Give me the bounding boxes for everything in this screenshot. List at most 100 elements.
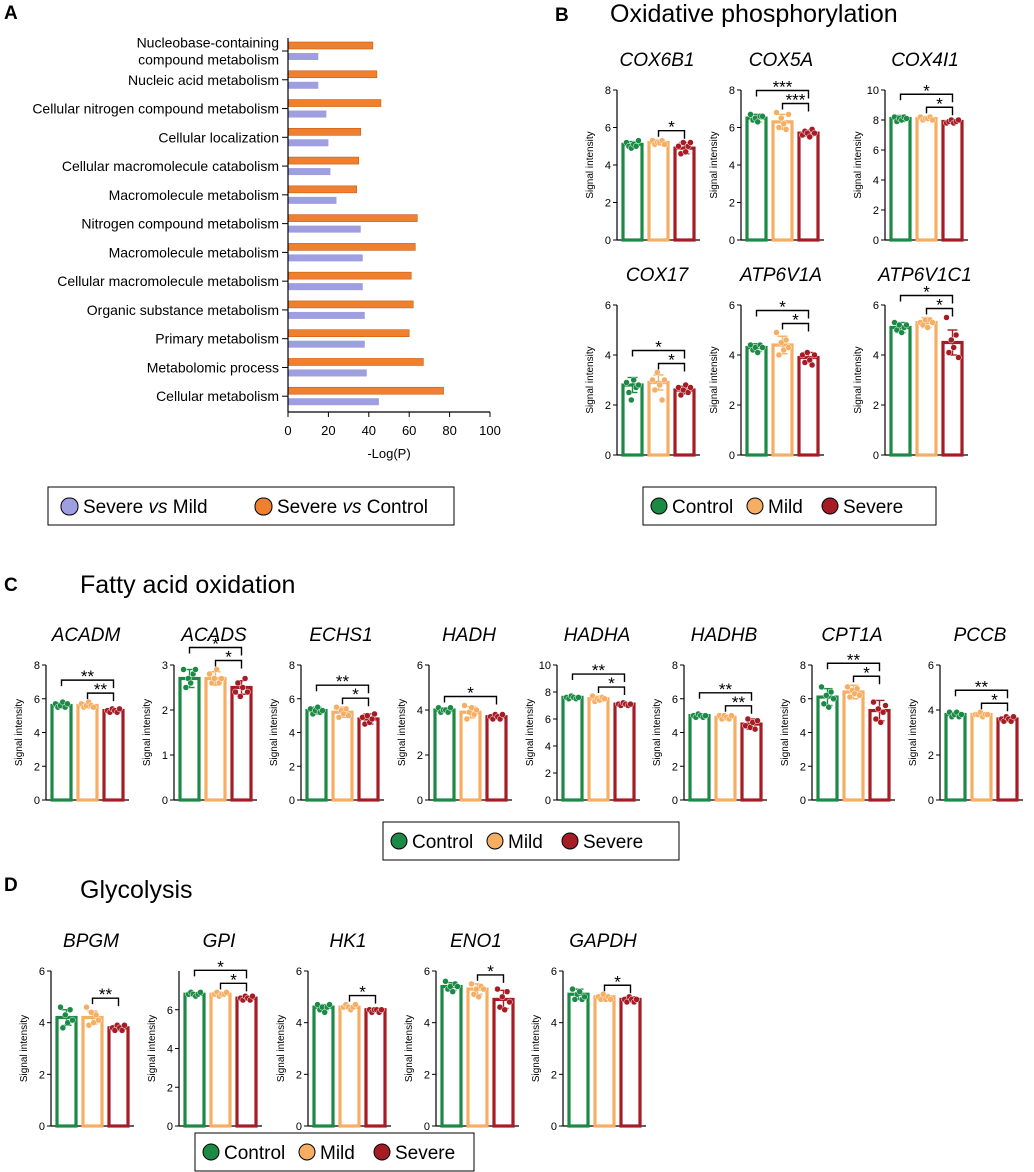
category-label-organic-substance-metabolism: Organic substance metabolism [87,302,279,318]
data-point [635,381,642,389]
data-point [1010,713,1017,720]
y-tick-label: 2 [545,768,551,780]
bar-severe-vs-mild-primary-metabolism [288,340,365,348]
y-tick-label: 0 [800,795,806,807]
data-point [759,113,766,120]
y-tick-label: 4 [296,1018,302,1030]
data-point [90,703,97,711]
bar-cox6b1-2 [673,146,696,242]
significance-label: ** [336,672,350,691]
y-axis-title: Signal intensity [585,131,596,198]
significance-label: * [655,338,662,357]
significance-label: * [225,648,232,667]
y-axis-title: Signal intensity [531,1015,542,1082]
bar-acads-0 [178,676,201,802]
data-point [882,702,889,709]
data-point [232,688,239,696]
bar-pccb-1 [970,712,993,802]
gene-title-cox4i1: COX4I1 [891,50,959,71]
significance-label: * [352,685,359,704]
legend-label-severe: Severe [583,832,643,853]
data-point [352,1001,359,1008]
y-tick-label: 2 [873,400,879,412]
y-tick-label: 0 [167,1121,173,1133]
significance-bracket [755,309,810,319]
significance-label: * [923,81,930,100]
data-point [633,996,640,1003]
category-label-nucleobase-containing-compound-metabolism: compound metabolism [138,52,279,68]
data-point [903,321,910,329]
bar-cox17-1 [647,380,670,457]
data-point [804,349,811,356]
legend-marker-mild [486,832,504,850]
significance-bracket [781,102,810,112]
data-point [903,115,910,122]
data-point [499,711,506,718]
bar-severe-vs-mild-cellular-macromolecule-catabolism [288,168,331,176]
chart-hk1: HK1 0 2 4 6 Signal intensity * [276,931,391,1133]
data-point [680,139,687,146]
data-point [454,983,461,990]
y-axis-title: Signal intensity [908,699,919,766]
significance-bracket [980,702,1009,712]
bar-severe-vs-control-nucleic-acid-metabolism [287,70,378,79]
chart-gpi: GPI 0 2 4 6 Signal intensity * * [147,931,262,1133]
significance-label: ** [94,680,108,699]
y-tick-label: 0 [424,1121,430,1133]
significance-bracket [954,689,1009,699]
significance-label: ** [81,667,95,686]
legend-box-b [642,486,937,526]
data-point [378,1006,385,1013]
legend-text-italic: vs [342,497,362,518]
data-point [820,700,828,708]
legend-text-italic: vs [148,497,168,518]
legend-box-a [47,486,455,526]
x-tick-label: 80 [442,423,456,438]
gene-title-hadhb: HADHB [691,625,758,646]
y-tick-label: 8 [873,115,879,127]
significance-label: * [608,674,615,693]
bar-hadha-0 [561,695,584,802]
y-tick-label: 0 [34,795,40,807]
y-tick-label: 6 [551,966,557,978]
bar-cox4i1-1 [915,116,938,242]
title-glycolysis: Glycolysis [80,876,193,904]
data-point [364,712,371,719]
bar-severe-vs-control-cellular-macromolecule-catabolism [287,156,359,165]
data-point [607,996,614,1003]
significance-bracket [724,705,753,714]
data-point [754,717,761,724]
bar-severe-vs-mild-macromolecule-metabolism [288,196,337,204]
category-label-nucleobase-containing-compound-metabolism: Nucleobase-containing [137,35,279,51]
significance-bracket [443,695,498,705]
y-tick-label: 0 [39,1121,45,1133]
bar-hadhb-2 [740,722,763,802]
chart-acads: ACADS 0 1 2 3 Signal intensity * * [142,625,257,807]
data-point [844,683,851,691]
chart-acadm: ACADM 0 2 4 6 8 Signal intensity **** [14,625,129,807]
category-label-cellular-localization: Cellular localization [158,129,279,145]
data-point [187,679,194,687]
data-point [754,349,761,356]
data-point [661,141,668,148]
data-point [213,666,220,673]
bar-hadhb-1 [714,715,737,802]
legend-label-mild: Mild [508,832,543,853]
y-tick-label: 0 [928,795,934,807]
y-tick-label: 2 [873,205,879,217]
legend-text-part: Severe [277,497,342,518]
legend-label-severe-vs-control: Severe vs Control [277,497,428,518]
legend-marker-control [202,1143,220,1161]
significance-label: * [467,684,474,703]
data-point [249,992,256,1000]
data-point [95,1016,102,1024]
significance-bracket [476,974,505,983]
y-axis-title: Signal intensity [142,699,153,766]
y-tick-label: 6 [289,694,295,706]
bar-severe-vs-control-organic-substance-metabolism [287,300,414,309]
data-point [180,666,187,673]
y-tick-label: 4 [928,705,934,717]
bar-echs1-0 [305,708,328,802]
bar-severe-vs-control-metabolomic-process [287,358,424,366]
significance-label: * [779,298,786,317]
